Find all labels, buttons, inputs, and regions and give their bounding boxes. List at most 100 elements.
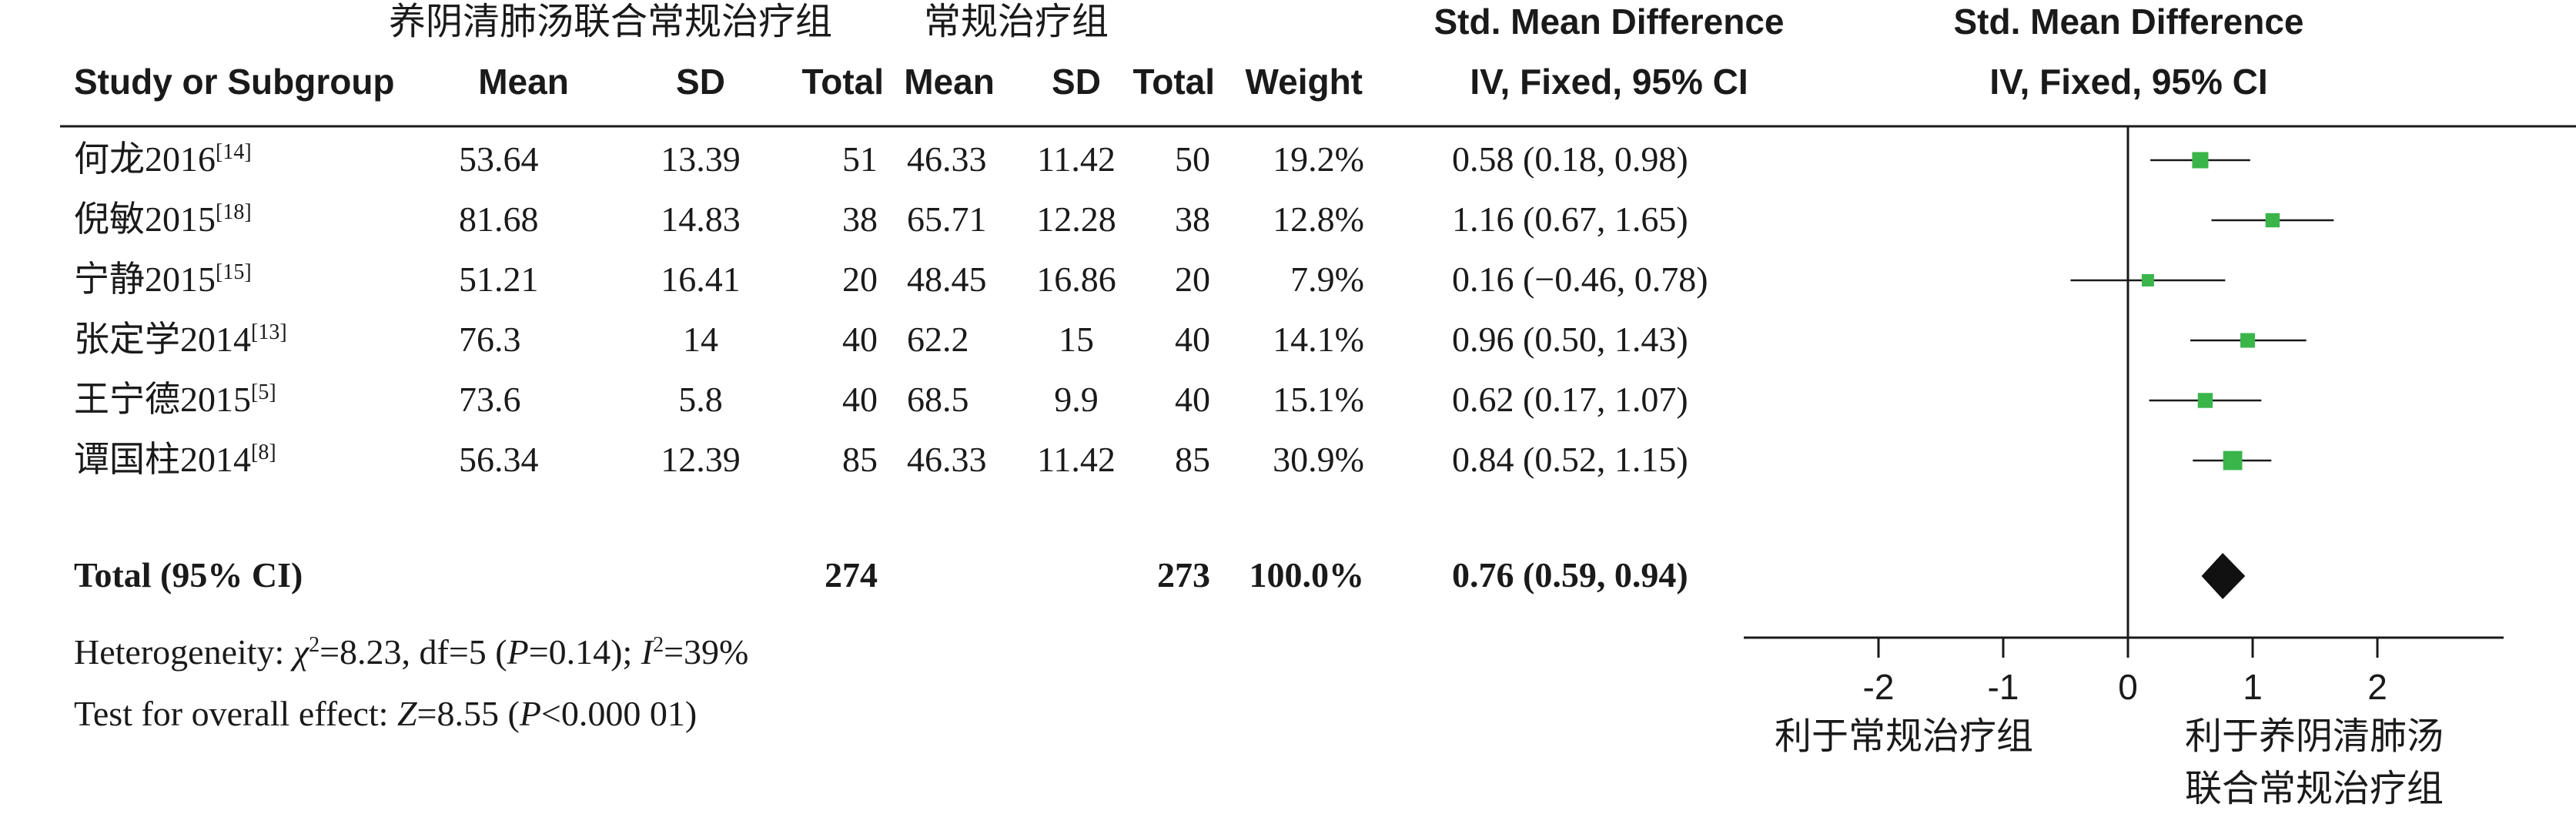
favours-right-label-line1: 利于养阴清肺汤 (2185, 715, 2444, 758)
group2-title: 常规治疗组 (924, 0, 1109, 43)
mean1-cell: 51.21 (459, 260, 539, 299)
total1-cell: 40 (842, 380, 878, 419)
total1-cell: 51 (842, 139, 878, 179)
mean2-cell: 65.71 (907, 199, 987, 239)
total1-value: 274 (825, 555, 878, 595)
overall-effect-text: Test for overall effect: Z=8.55 (P<0.000… (74, 694, 697, 733)
mean2-cell: 46.33 (907, 139, 987, 179)
heterogeneity-text: Heterogeneity: χ2=8.23, df=5 (P=0.14); I… (74, 632, 748, 672)
study-row: 谭国柱2014[8] 56.34 12.39 85 46.33 11.42 85 30.9% 0… (74, 440, 1688, 479)
col-mean2: Mean (904, 62, 995, 102)
weight-cell: 30.9% (1273, 440, 1364, 479)
sd1-cell: 5.8 (678, 380, 723, 419)
total2-value: 273 (1157, 555, 1210, 595)
summary-diamond (2201, 553, 2246, 599)
col-total2: Total (1133, 62, 1215, 102)
mean1-cell: 73.6 (459, 380, 521, 419)
ci-cell: 0.96 (0.50, 1.43) (1452, 320, 1688, 359)
study-row: 宁静2015[15] 51.21 16.41 20 48.45 16.86 20 7.9% 0.… (74, 260, 1708, 299)
total1-cell: 40 (842, 320, 878, 359)
mean2-cell: 46.33 (907, 440, 987, 479)
mean1-cell: 76.3 (459, 320, 521, 359)
col-mean1: Mean (478, 62, 569, 102)
mean2-cell: 68.5 (907, 380, 969, 419)
x-tick-label: 1 (2243, 667, 2263, 707)
sd1-cell: 14.83 (661, 199, 741, 239)
favours-right-label-line2: 联合常规治疗组 (2185, 767, 2444, 810)
x-tick-label: -1 (1988, 667, 2019, 707)
total2-cell: 40 (1175, 320, 1210, 359)
weight-cell: 12.8% (1273, 199, 1364, 239)
sd1-cell: 16.41 (661, 260, 741, 299)
smd-title-left: Std. Mean Difference (1434, 2, 1785, 42)
effect-marker (2197, 393, 2213, 408)
weight-cell: 19.2% (1273, 139, 1364, 179)
study-name: 何龙2016[14] (74, 139, 252, 179)
ci-cell: 0.62 (0.17, 1.07) (1452, 380, 1688, 419)
x-tick-label: 2 (2367, 667, 2387, 707)
summary-row: Total (95% CI) 274 273 100.0% 0.76 (0.59, 0.… (74, 555, 1688, 595)
ci-cell: 0.58 (0.18, 0.98) (1452, 139, 1688, 179)
col-sd2: SD (1052, 62, 1101, 102)
col-ci-left: IV, Fixed, 95% CI (1470, 62, 1748, 102)
mean1-cell: 56.34 (459, 440, 539, 479)
total2-cell: 20 (1175, 260, 1210, 299)
sd2-cell: 11.42 (1037, 139, 1116, 179)
col-ci-right: IV, Fixed, 95% CI (1989, 62, 2267, 102)
total-weight: 100.0% (1250, 555, 1365, 595)
ci-cell: 1.16 (0.67, 1.65) (1452, 199, 1688, 239)
smd-title-right: Std. Mean Difference (1954, 2, 2304, 42)
effect-marker (2192, 152, 2209, 169)
mean1-cell: 53.64 (459, 139, 539, 179)
total1-cell: 38 (842, 199, 878, 239)
study-row: 倪敏2015[18] 81.68 14.83 38 65.71 12.28 38 12.8% 1… (74, 199, 1688, 239)
ci-cell: 0.84 (0.52, 1.15) (1452, 440, 1688, 479)
sd2-cell: 9.9 (1054, 380, 1099, 419)
favours-left-label: 利于常规治疗组 (1775, 715, 2033, 758)
study-row: 张定学2014[13] 76.3 14 40 62.2 15 40 14.1% 0.96 (0.… (74, 320, 1688, 359)
study-row: 何龙2016[14] 53.64 13.39 51 46.33 11.42 50 19.2% 0… (74, 139, 1688, 179)
col-total1: Total (802, 62, 884, 102)
weight-cell: 14.1% (1273, 320, 1364, 359)
mean2-cell: 48.45 (907, 260, 987, 299)
mean1-cell: 81.68 (459, 199, 539, 239)
sd1-cell: 13.39 (661, 139, 741, 179)
total2-cell: 38 (1175, 199, 1210, 239)
sd2-cell: 16.86 (1036, 260, 1116, 299)
sd2-cell: 11.42 (1037, 440, 1116, 479)
study-name: 宁静2015[15] (74, 260, 252, 299)
study-name: 倪敏2015[18] (74, 199, 252, 239)
total2-cell: 40 (1175, 380, 1210, 419)
sd2-cell: 15 (1059, 320, 1094, 359)
forest-panel: -2 -1 0 1 2 (1744, 126, 2504, 707)
col-study: Study or Subgroup (74, 62, 395, 102)
total1-cell: 20 (842, 260, 878, 299)
study-name: 张定学2014[13] (74, 320, 287, 359)
effect-marker (2265, 213, 2280, 228)
total-ci: 0.76 (0.59, 0.94) (1452, 555, 1688, 595)
total-label: Total (95% CI) (74, 555, 303, 595)
sd2-cell: 12.28 (1036, 199, 1116, 239)
ci-cell: 0.16 (−0.46, 0.78) (1452, 260, 1708, 299)
study-name: 王宁德2015[5] (74, 380, 276, 419)
x-tick-label: -2 (1863, 667, 1895, 707)
study-rows: 何龙2016[14] 53.64 13.39 51 46.33 11.42 50 19.2% 0… (74, 139, 1708, 479)
total1-cell: 85 (842, 440, 878, 479)
effect-marker (2223, 451, 2243, 471)
study-name: 谭国柱2014[8] (74, 440, 276, 479)
total2-cell: 50 (1175, 139, 1210, 179)
sd1-cell: 12.39 (661, 440, 741, 479)
mean2-cell: 62.2 (907, 320, 969, 359)
col-sd1: SD (676, 62, 725, 102)
effect-marker (2141, 274, 2154, 286)
total2-cell: 85 (1175, 440, 1210, 479)
study-row: 王宁德2015[5] 73.6 5.8 40 68.5 9.9 40 15.1% 0.62 (0… (74, 380, 1688, 419)
group1-title: 养阴清肺汤联合常规治疗组 (389, 0, 832, 43)
col-weight: Weight (1246, 62, 1363, 102)
weight-cell: 15.1% (1273, 380, 1364, 419)
weight-cell: 7.9% (1290, 260, 1364, 299)
x-tick-label: 0 (2118, 667, 2138, 707)
sd1-cell: 14 (683, 320, 718, 359)
effect-marker (2240, 333, 2256, 348)
